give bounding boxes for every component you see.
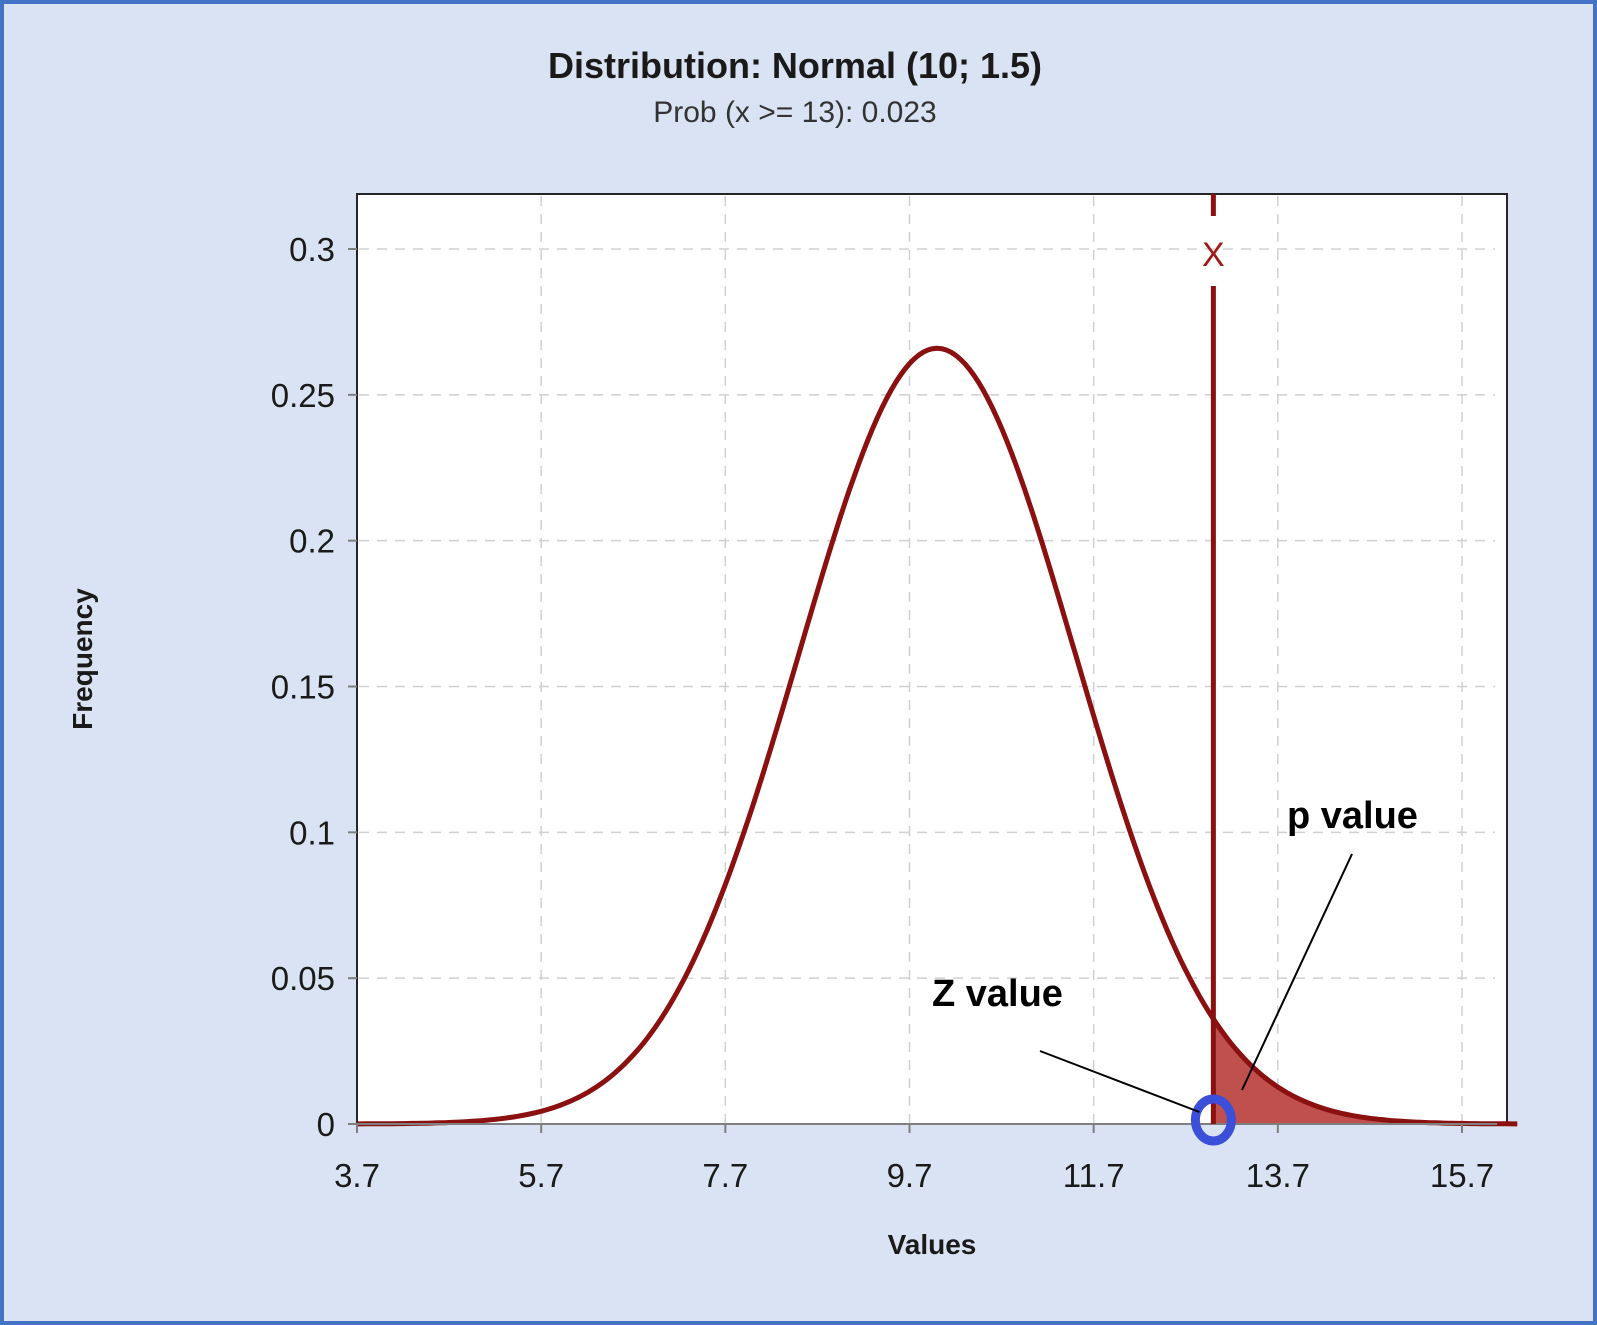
x-tick-label: 5.7 — [518, 1157, 564, 1194]
y-tick-label: 0.25 — [271, 377, 335, 414]
marker-label: X — [1202, 236, 1225, 274]
z-value-leader — [1039, 1050, 1200, 1113]
y-tick-label: 0 — [317, 1106, 335, 1143]
p-value-area — [1213, 1019, 1518, 1124]
chart-subtitle: Prob (x >= 13): 0.023 — [653, 96, 937, 129]
y-axis-title: Frequency — [67, 588, 98, 730]
chart-title: Distribution: Normal (10; 1.5) — [548, 45, 1042, 86]
x-tick-label: 7.7 — [702, 1157, 748, 1194]
x-axis: 3.7 5.7 7.7 9.7 11.7 13.7 15.7 — [334, 1123, 1497, 1194]
x-axis-title: Values — [888, 1229, 977, 1260]
grid-lines — [359, 196, 1495, 1123]
y-axis: 0 0.05 0.1 0.15 0.2 0.25 0.3 — [271, 231, 357, 1143]
y-tick-label: 0.1 — [289, 814, 335, 851]
y-tick-label: 0.05 — [271, 960, 335, 997]
y-tick-label: 0.15 — [271, 669, 335, 706]
x-tick-label: 13.7 — [1246, 1157, 1310, 1194]
p-value-label: p value — [1287, 795, 1418, 837]
distribution-curve — [357, 345, 1518, 1127]
x-tick-label: 11.7 — [1063, 1157, 1125, 1194]
p-value-leader — [1241, 853, 1353, 1091]
x-tick-label: 15.7 — [1430, 1157, 1494, 1194]
z-value-label: Z value — [932, 973, 1063, 1015]
critical-value-marker: X — [1202, 194, 1225, 1124]
y-tick-label: 0.2 — [289, 523, 335, 560]
z-value-circle — [1190, 1094, 1236, 1146]
annotations: Z value p value — [932, 795, 1418, 1146]
y-tick-label: 0.3 — [289, 231, 335, 268]
x-tick-label: 9.7 — [887, 1157, 933, 1194]
x-tick-label: 3.7 — [334, 1157, 380, 1194]
